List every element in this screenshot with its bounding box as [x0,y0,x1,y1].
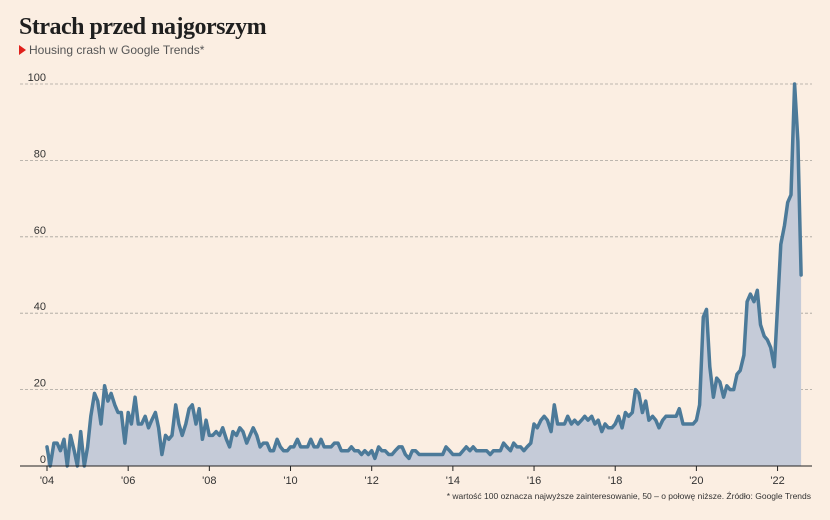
x-tick-label: '08 [202,475,216,487]
x-tick-label: '20 [689,475,703,487]
y-tick-label: 100 [28,72,46,84]
x-tick-label: '22 [770,475,784,487]
chart-title: Strach przed najgorszym [19,14,267,40]
series-line [45,82,803,468]
series-area [47,84,802,466]
y-axis-labels: 0 20 40 60 80 100 [28,72,46,466]
chart-subtitle: Housing crash w Google Trends* [19,43,204,57]
chart-subtitle-text: Housing crash w Google Trends* [29,43,205,57]
x-axis: '04 '06 '08 '10 '12 '14 '16 '18 '20 '22 [20,465,812,487]
y-tick-label: 20 [34,378,46,390]
y-tick-label: 60 [34,225,46,237]
x-tick-label: '06 [121,475,135,487]
x-tick-label: '14 [446,475,460,487]
y-tick-label: 40 [34,301,46,313]
footnote: * wartość 100 oznacza najwyższe zaintere… [446,491,811,501]
red-triangle-icon [19,45,26,55]
y-tick-label: 0 [40,454,46,466]
x-tick-label: '18 [608,475,622,487]
grid-lines [20,83,812,391]
x-tick-label: '04 [40,475,54,487]
x-tick-label: '10 [283,475,297,487]
x-tick-label: '12 [365,475,379,487]
x-tick-label: '16 [527,475,541,487]
y-tick-label: 80 [34,148,46,160]
